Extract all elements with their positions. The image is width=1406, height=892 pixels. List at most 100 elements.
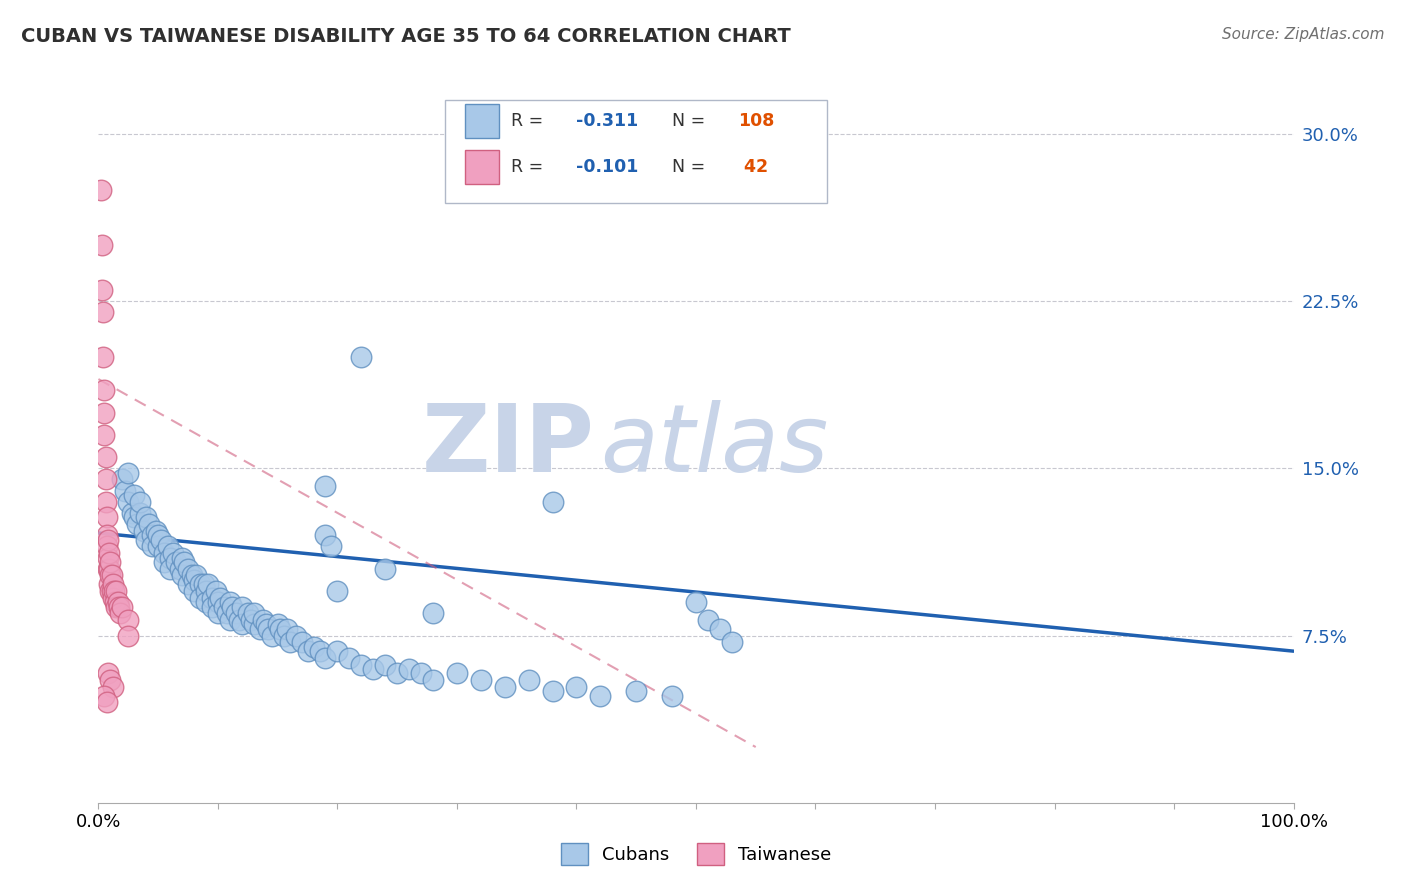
- Point: [124, 488, 146, 502]
- Point: [156, 539, 179, 553]
- Point: [278, 635, 301, 649]
- Point: [276, 622, 298, 636]
- Point: [159, 562, 181, 576]
- Point: [98, 546, 121, 560]
- Point: [105, 599, 128, 614]
- Point: [96, 696, 118, 710]
- Point: [117, 466, 139, 480]
- Point: [172, 550, 194, 565]
- Point: [350, 350, 373, 364]
- Point: [219, 613, 242, 627]
- Point: [273, 628, 295, 642]
- Point: [104, 595, 127, 609]
- Point: [101, 680, 124, 694]
- Text: Source: ZipAtlas.com: Source: ZipAtlas.com: [1222, 27, 1385, 42]
- Point: [257, 622, 280, 636]
- Point: [108, 607, 131, 621]
- Text: -0.101: -0.101: [576, 158, 638, 177]
- Point: [91, 305, 114, 319]
- Point: [101, 577, 124, 591]
- Point: [173, 555, 195, 569]
- Point: [141, 539, 163, 553]
- Point: [236, 607, 259, 621]
- Point: [100, 583, 122, 598]
- Point: [94, 494, 117, 508]
- Point: [132, 524, 155, 538]
- Point: [124, 510, 146, 524]
- Point: [374, 657, 396, 672]
- Point: [97, 562, 120, 576]
- Point: [98, 583, 122, 598]
- Point: [626, 684, 648, 698]
- Point: [177, 562, 200, 576]
- Point: [93, 405, 115, 419]
- Point: [169, 562, 191, 576]
- Point: [195, 595, 218, 609]
- Point: [91, 350, 114, 364]
- Point: [212, 599, 235, 614]
- Point: [148, 539, 170, 553]
- Point: [197, 577, 219, 591]
- Point: [135, 533, 157, 547]
- Point: [135, 510, 157, 524]
- Point: [93, 427, 115, 442]
- Point: [267, 617, 290, 632]
- Point: [398, 662, 420, 676]
- Point: [201, 591, 224, 605]
- Point: [96, 539, 118, 553]
- Point: [207, 607, 229, 621]
- Text: R =: R =: [510, 158, 543, 177]
- Point: [517, 673, 540, 687]
- Point: [129, 494, 152, 508]
- Text: N =: N =: [672, 158, 706, 177]
- Point: [111, 599, 134, 614]
- Point: [201, 599, 224, 614]
- Point: [422, 607, 444, 621]
- Point: [249, 622, 271, 636]
- Point: [217, 607, 239, 621]
- Point: [93, 384, 115, 398]
- Point: [98, 555, 122, 569]
- Point: [252, 613, 274, 627]
- Point: [228, 613, 250, 627]
- Text: ZIP: ZIP: [422, 400, 595, 492]
- Point: [183, 573, 205, 587]
- Point: [101, 591, 124, 605]
- Point: [494, 680, 516, 694]
- Point: [685, 595, 707, 609]
- Point: [470, 673, 492, 687]
- Point: [98, 577, 121, 591]
- Point: [225, 607, 247, 621]
- Point: [98, 673, 122, 687]
- Point: [159, 550, 181, 565]
- Point: [243, 607, 266, 621]
- Point: [385, 666, 409, 681]
- Point: [350, 657, 373, 672]
- Text: R =: R =: [510, 112, 543, 130]
- Point: [411, 666, 433, 681]
- Point: [138, 516, 160, 531]
- Point: [195, 583, 218, 598]
- Point: [96, 528, 118, 542]
- Point: [315, 651, 337, 665]
- Point: [231, 617, 253, 632]
- Point: [339, 651, 361, 665]
- Point: [188, 591, 211, 605]
- Text: 42: 42: [738, 158, 768, 177]
- Point: [183, 583, 205, 598]
- Point: [207, 595, 229, 609]
- Point: [302, 640, 325, 654]
- Point: [446, 666, 468, 681]
- Point: [97, 666, 120, 681]
- Point: [90, 182, 112, 196]
- Point: [121, 506, 143, 520]
- Point: [129, 506, 152, 520]
- Text: -0.311: -0.311: [576, 112, 638, 130]
- Point: [589, 689, 612, 703]
- Point: [96, 510, 118, 524]
- Text: N =: N =: [672, 112, 706, 130]
- Point: [98, 562, 121, 576]
- Text: 108: 108: [738, 112, 775, 130]
- Legend: Cubans, Taiwanese: Cubans, Taiwanese: [554, 836, 838, 872]
- FancyBboxPatch shape: [446, 100, 827, 203]
